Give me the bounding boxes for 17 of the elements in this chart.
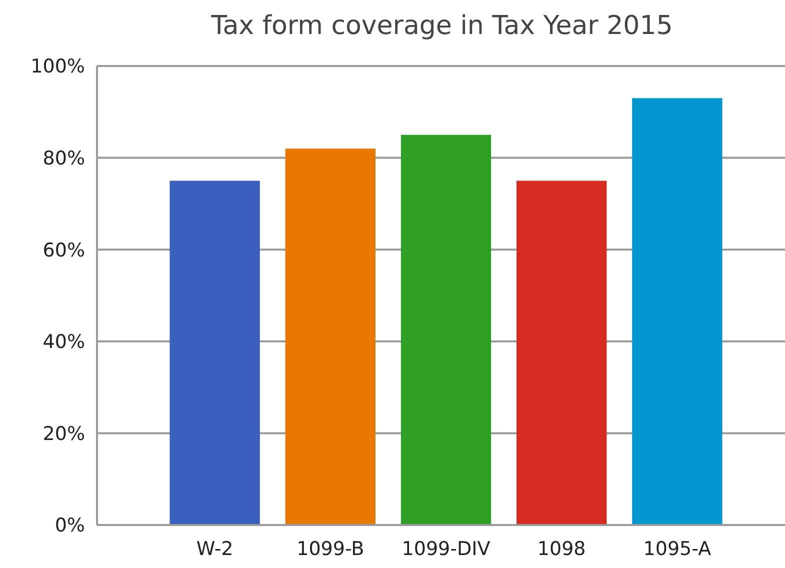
x-tick-label: 1095-A bbox=[643, 538, 712, 560]
y-tick-label: 0% bbox=[54, 514, 85, 537]
y-tick-label: 80% bbox=[42, 147, 85, 170]
bar bbox=[170, 180, 260, 525]
y-tick-label: 100% bbox=[30, 56, 85, 78]
y-tick-label: 60% bbox=[42, 239, 85, 262]
x-tick-label: 1099-DIV bbox=[402, 538, 490, 560]
y-tick-label: 20% bbox=[42, 422, 85, 445]
x-tick-label: W-2 bbox=[196, 538, 234, 560]
bar bbox=[516, 180, 607, 525]
y-tick-label: 40% bbox=[42, 331, 85, 354]
x-tick-label: 1098 bbox=[537, 538, 586, 560]
bar bbox=[285, 148, 376, 525]
x-tick-label: 1099-B bbox=[296, 538, 364, 560]
chart-title: Tax form coverage in Tax Year 2015 bbox=[210, 11, 673, 41]
bar bbox=[632, 98, 722, 525]
bar bbox=[400, 134, 492, 525]
